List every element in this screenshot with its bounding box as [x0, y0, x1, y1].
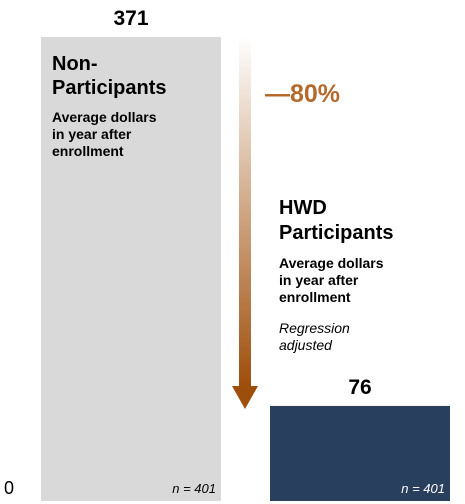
category-subtitle-non-participants-line-1: Average dollars — [52, 109, 157, 125]
value-label-non-participants: 371 — [113, 7, 148, 30]
category-subtitle-non-participants-line-2: in year after — [52, 126, 132, 142]
category-title-non-participants-line-1: Non- — [52, 53, 98, 75]
reduction-arrow-head — [232, 386, 258, 409]
y-axis-zero-label: 0 — [4, 478, 14, 498]
category-note-hwd-participants-line-2: adjusted — [279, 337, 333, 353]
category-note-hwd-participants-line-1: Regression — [279, 320, 350, 336]
reduction-percent-label: —80% — [265, 80, 340, 108]
reduction-arrow-shaft — [239, 37, 251, 387]
bar-non-participants — [41, 37, 221, 501]
category-title-non-participants-line-2: Participants — [52, 77, 166, 99]
bar-hwd-participants — [270, 405, 450, 501]
category-subtitle-hwd-participants-line-2: in year after — [279, 272, 359, 288]
category-title-hwd-participants-line-2: Participants — [279, 222, 393, 244]
category-title-hwd-participants-line-1: HWD — [279, 197, 327, 219]
sample-size-hwd-participants: n = 401 — [401, 481, 445, 496]
category-subtitle-non-participants-line-3: enrollment — [52, 143, 124, 159]
value-label-hwd-participants: 76 — [348, 376, 371, 399]
category-subtitle-hwd-participants-line-1: Average dollars — [279, 255, 384, 271]
category-subtitle-hwd-participants-line-3: enrollment — [279, 289, 351, 305]
sample-size-non-participants: n = 401 — [172, 481, 216, 496]
